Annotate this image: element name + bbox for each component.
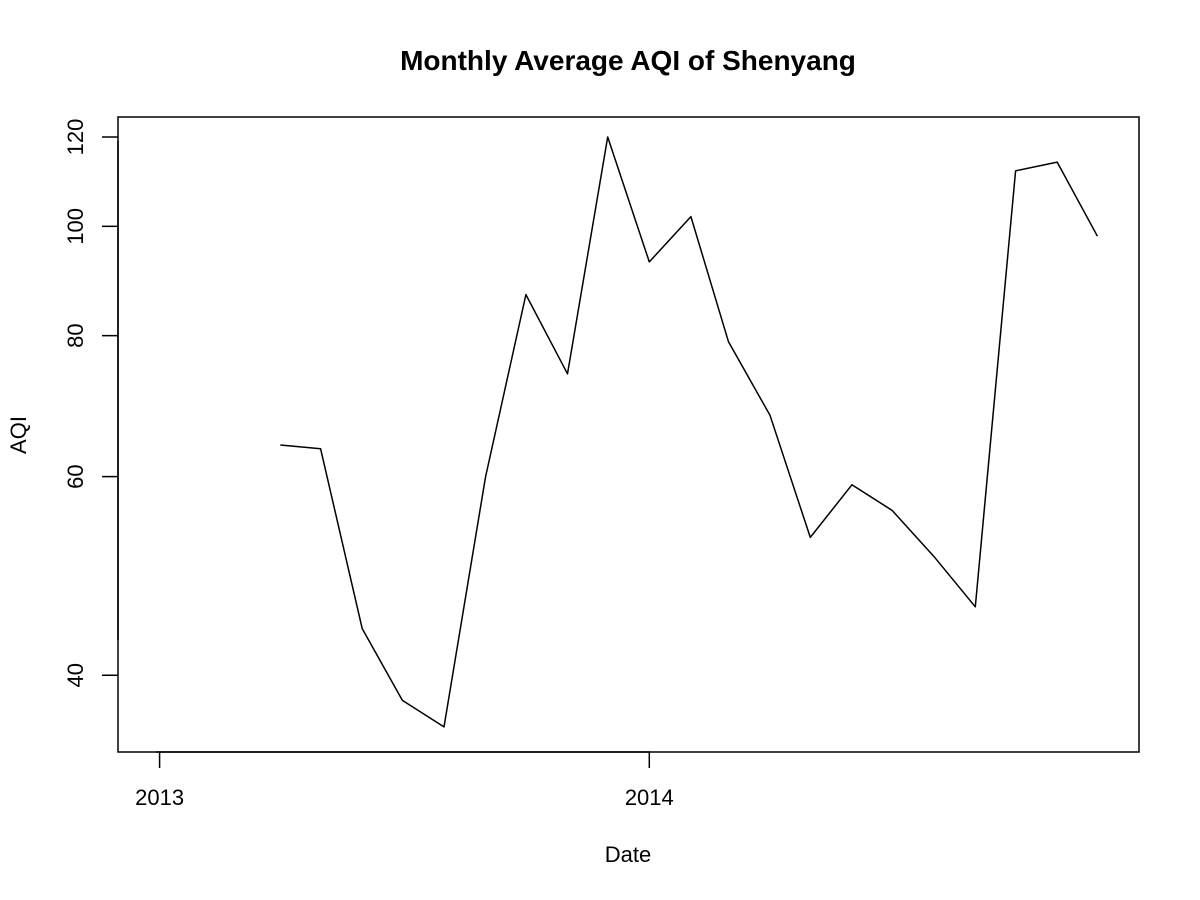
y-axis-ticks: 40 60 80 100 120: [63, 119, 118, 687]
x-tick-label: 2014: [625, 785, 674, 810]
chart-title: Monthly Average AQI of Shenyang: [400, 45, 856, 76]
y-tick-label: 40: [63, 663, 88, 687]
y-tick-label: 80: [63, 323, 88, 347]
y-axis-label: AQI: [6, 416, 31, 454]
y-tick-label: 60: [63, 464, 88, 488]
y-tick-label: 120: [63, 119, 88, 156]
x-tick-label: 2013: [135, 785, 184, 810]
plot-frame: [117, 116, 1140, 753]
y-tick-label: 100: [63, 208, 88, 245]
x-axis-label: Date: [605, 842, 651, 867]
x-axis-ticks: 2013 2014: [135, 752, 674, 810]
aqi-series-line: [280, 136, 1099, 728]
